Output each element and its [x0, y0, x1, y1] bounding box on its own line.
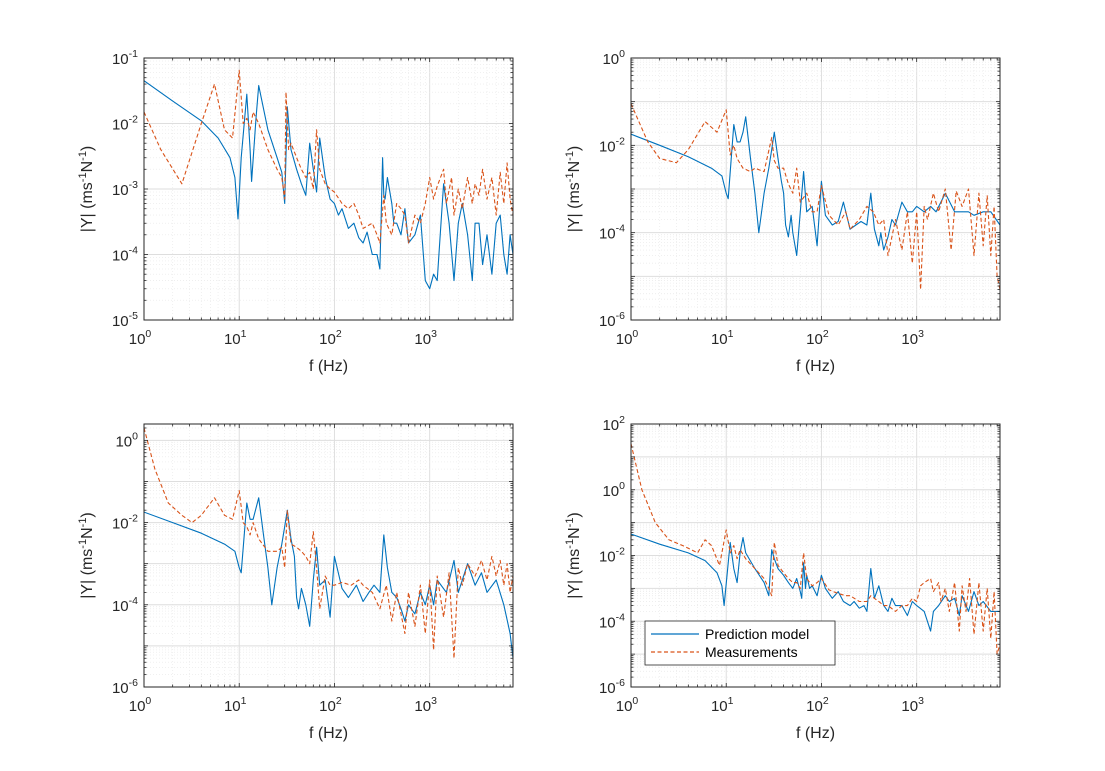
x-tick-label: 103 — [414, 695, 437, 715]
y-tick-label: 100 — [115, 430, 138, 450]
y-axis-label: |Y| (ms-1N-1) — [564, 512, 583, 599]
y-tick-label: 10-2 — [599, 135, 625, 155]
series-line-prediction-model — [144, 497, 513, 659]
y-tick-label: 10-6 — [112, 677, 138, 697]
subplot-top-left: 100 101 102 103 10-5 10-4 10-3 10-2 10-1 f (Hz) |Y… — [77, 48, 514, 375]
subplot-bottom-left: 100 101 102 103 10-6 10-4 10-2 100 f (Hz) |Y| (ms… — [77, 423, 514, 742]
y-axis-label: |Y| (ms-1N-1) — [564, 146, 583, 233]
y-tick-label: 10-4 — [599, 611, 625, 631]
y-tick-label: 10-4 — [112, 595, 138, 615]
y-axis-label: |Y| (ms-1N-1) — [77, 146, 96, 233]
series-group — [144, 69, 513, 290]
plot-area — [144, 424, 513, 687]
series-line-measurements — [144, 69, 513, 244]
y-tick-label: 10-2 — [112, 114, 138, 134]
subplot-bottom-right: 100 101 102 103 10-6 10-4 10-2 100 102 f (Hz) |Y| … — [564, 414, 1001, 742]
x-tick-label: 100 — [616, 328, 639, 348]
series-line-measurements — [631, 103, 1000, 291]
ticks — [630, 57, 1000, 321]
x-tick-label: 100 — [616, 695, 639, 715]
series-line-measurements — [144, 427, 513, 659]
y-tick-label: 100 — [602, 480, 625, 500]
y-tick-label: 100 — [602, 48, 625, 68]
x-axis-label: f (Hz) — [796, 725, 835, 742]
series-group — [144, 427, 513, 659]
x-tick-label: 102 — [806, 328, 829, 348]
y-tick-label: 10-4 — [599, 223, 625, 243]
y-tick-label: 10-4 — [112, 245, 138, 265]
axes-box — [143, 423, 514, 688]
y-tick-label: 10-5 — [112, 310, 138, 330]
x-axis-label: f (Hz) — [796, 358, 835, 375]
x-tick-label: 103 — [901, 328, 924, 348]
y-tick-label: 10-6 — [599, 677, 625, 697]
x-axis-label: f (Hz) — [309, 358, 348, 375]
ticks — [143, 424, 513, 688]
series-line-prediction-model — [144, 80, 513, 290]
x-tick-label: 100 — [129, 695, 152, 715]
series-group — [631, 103, 1000, 291]
x-tick-label: 103 — [414, 328, 437, 348]
x-tick-label: 101 — [224, 328, 247, 348]
legend-box — [644, 620, 836, 666]
y-axis-label: |Y| (ms-1N-1) — [77, 512, 96, 599]
ticks — [630, 423, 1000, 688]
y-tick-label: 10-3 — [112, 179, 138, 199]
y-tick-label: 10-2 — [599, 546, 625, 566]
legend-label: Measurements — [705, 644, 798, 660]
x-tick-label: 100 — [129, 328, 152, 348]
series-line-prediction-model — [631, 116, 1000, 257]
x-tick-label: 101 — [711, 328, 734, 348]
y-tick-label: 10-6 — [599, 310, 625, 330]
subplot-top-right: 100 101 102 103 10-6 10-4 10-2 100 f (Hz) |Y| (ms… — [564, 48, 1001, 375]
x-tick-label: 101 — [224, 695, 247, 715]
y-tick-label: 102 — [602, 414, 625, 434]
x-tick-label: 102 — [806, 695, 829, 715]
legend: Prediction model Measurements — [644, 620, 836, 666]
y-tick-label: 10-2 — [112, 513, 138, 533]
ticks — [143, 57, 513, 321]
y-tick-label: 10-1 — [112, 48, 138, 68]
series-line-prediction-model — [631, 533, 1000, 632]
x-tick-label: 101 — [711, 695, 734, 715]
legend-label: Prediction model — [705, 626, 809, 642]
x-axis-label: f (Hz) — [309, 725, 348, 742]
x-tick-label: 103 — [901, 695, 924, 715]
x-tick-label: 102 — [319, 695, 342, 715]
x-tick-label: 102 — [319, 328, 342, 348]
series-group — [631, 443, 1000, 655]
series-line-measurements — [631, 443, 1000, 655]
